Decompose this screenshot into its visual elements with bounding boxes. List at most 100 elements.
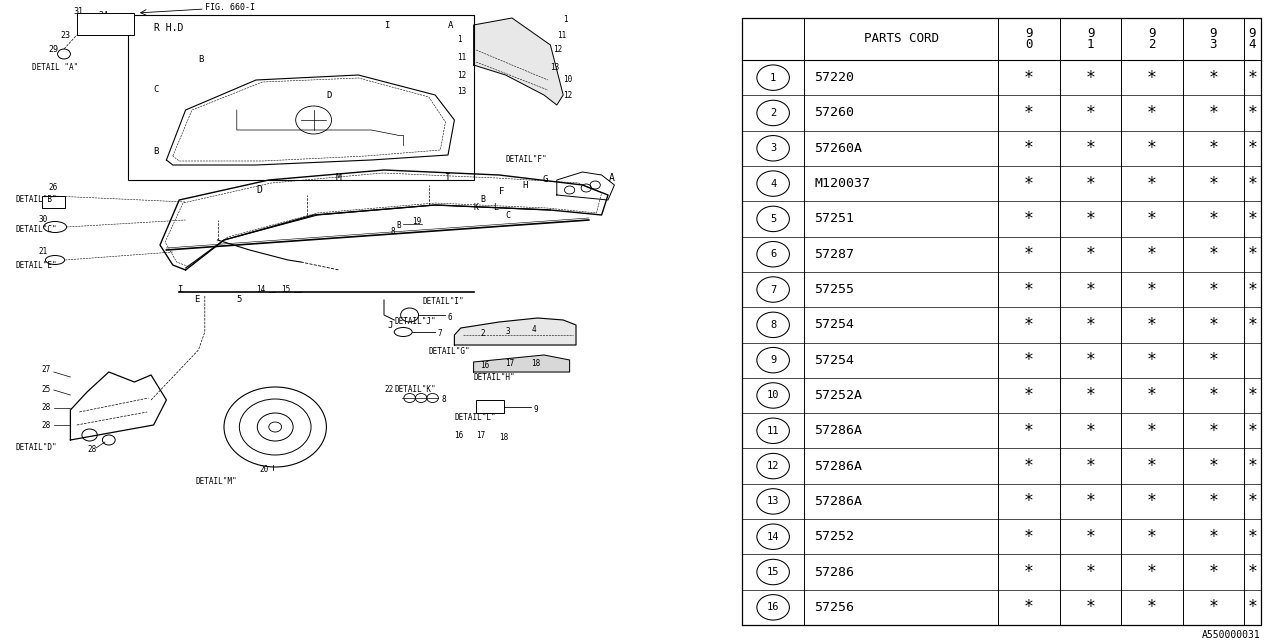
Text: 57254: 57254: [814, 354, 854, 367]
Text: 30: 30: [38, 214, 47, 223]
Text: 18: 18: [499, 433, 508, 442]
Text: *: *: [1248, 68, 1257, 86]
Text: 12: 12: [553, 45, 562, 54]
Text: *: *: [1085, 598, 1096, 616]
Text: 57286A: 57286A: [814, 460, 863, 472]
Text: *: *: [1208, 387, 1219, 404]
Text: 13: 13: [767, 497, 780, 506]
Text: 57252: 57252: [814, 530, 854, 543]
Text: *: *: [1208, 422, 1219, 440]
Text: 12: 12: [563, 90, 572, 99]
Text: G: G: [543, 175, 548, 184]
Text: *: *: [1147, 104, 1157, 122]
Text: 13: 13: [457, 88, 466, 97]
Text: *: *: [1024, 68, 1034, 86]
Text: DETAIL"E": DETAIL"E": [15, 260, 58, 269]
Text: *: *: [1208, 351, 1219, 369]
Text: 5: 5: [771, 214, 776, 224]
Text: 5: 5: [237, 296, 242, 305]
Bar: [476, 400, 504, 413]
Text: *: *: [1147, 387, 1157, 404]
Text: 57251: 57251: [814, 212, 854, 225]
Text: A550000031: A550000031: [1202, 630, 1261, 640]
Text: *: *: [1147, 351, 1157, 369]
Text: 10: 10: [767, 390, 780, 401]
Text: 2: 2: [771, 108, 776, 118]
Text: *: *: [1024, 316, 1034, 334]
Text: DETAIL"M": DETAIL"M": [196, 477, 238, 486]
Text: M120037: M120037: [814, 177, 870, 190]
Text: *: *: [1208, 563, 1219, 581]
Text: 6: 6: [771, 249, 776, 259]
Text: 6: 6: [448, 312, 453, 321]
Text: 10: 10: [563, 76, 572, 84]
Text: DETAIL"B": DETAIL"B": [15, 195, 58, 205]
Text: B: B: [397, 221, 402, 230]
Text: E: E: [195, 296, 200, 305]
Text: *: *: [1248, 175, 1257, 193]
Text: C: C: [154, 86, 159, 95]
Text: 24: 24: [99, 12, 109, 20]
Ellipse shape: [44, 221, 67, 232]
Text: 28: 28: [41, 420, 50, 429]
Text: 28: 28: [41, 403, 50, 412]
Text: 29: 29: [49, 45, 59, 54]
Text: *: *: [1085, 280, 1096, 298]
Text: *: *: [1085, 528, 1096, 546]
Text: *: *: [1147, 316, 1157, 334]
Text: 57287: 57287: [814, 248, 854, 260]
Text: A: A: [609, 173, 616, 183]
Text: 11: 11: [557, 31, 566, 40]
Text: 14: 14: [767, 532, 780, 541]
Text: 7: 7: [438, 330, 443, 339]
Text: *: *: [1024, 457, 1034, 475]
Text: *: *: [1024, 563, 1034, 581]
Text: *: *: [1147, 68, 1157, 86]
Text: *: *: [1085, 316, 1096, 334]
Text: 57286A: 57286A: [814, 424, 863, 437]
Text: 18: 18: [531, 360, 540, 369]
Text: *: *: [1085, 492, 1096, 511]
Text: *: *: [1147, 245, 1157, 263]
Text: I: I: [384, 20, 389, 29]
Text: 11: 11: [767, 426, 780, 436]
Text: *: *: [1208, 68, 1219, 86]
Text: *: *: [1024, 492, 1034, 511]
Ellipse shape: [46, 255, 64, 264]
Text: *: *: [1085, 422, 1096, 440]
Text: C: C: [506, 211, 511, 220]
Text: *: *: [1024, 104, 1034, 122]
Text: DETAIL"C": DETAIL"C": [15, 225, 58, 234]
Text: *: *: [1208, 457, 1219, 475]
Polygon shape: [474, 18, 563, 105]
Text: 9
3: 9 3: [1210, 27, 1217, 51]
Text: 12: 12: [457, 70, 466, 79]
Text: *: *: [1147, 563, 1157, 581]
Text: R H.D: R H.D: [154, 23, 183, 33]
Text: *: *: [1024, 387, 1034, 404]
Text: 17: 17: [476, 431, 485, 440]
Text: *: *: [1208, 245, 1219, 263]
Text: 57220: 57220: [814, 71, 854, 84]
Text: 15: 15: [767, 567, 780, 577]
Text: *: *: [1208, 104, 1219, 122]
Text: 31: 31: [73, 8, 83, 17]
Text: 1: 1: [771, 73, 776, 83]
Text: *: *: [1208, 598, 1219, 616]
Text: *: *: [1085, 563, 1096, 581]
Text: *: *: [1085, 351, 1096, 369]
Text: PARTS CORD: PARTS CORD: [864, 33, 938, 45]
Text: 57286A: 57286A: [814, 495, 863, 508]
Text: *: *: [1248, 387, 1257, 404]
Text: *: *: [1248, 457, 1257, 475]
Text: *: *: [1248, 528, 1257, 546]
Text: DETAIL"K": DETAIL"K": [394, 385, 436, 394]
Text: *: *: [1208, 528, 1219, 546]
Text: 8: 8: [771, 320, 776, 330]
Text: 8: 8: [390, 227, 396, 237]
Text: M: M: [335, 173, 342, 183]
Text: *: *: [1024, 598, 1034, 616]
Text: DETAIL"I": DETAIL"I": [422, 298, 465, 307]
Bar: [128, 15, 474, 180]
Text: *: *: [1147, 140, 1157, 157]
